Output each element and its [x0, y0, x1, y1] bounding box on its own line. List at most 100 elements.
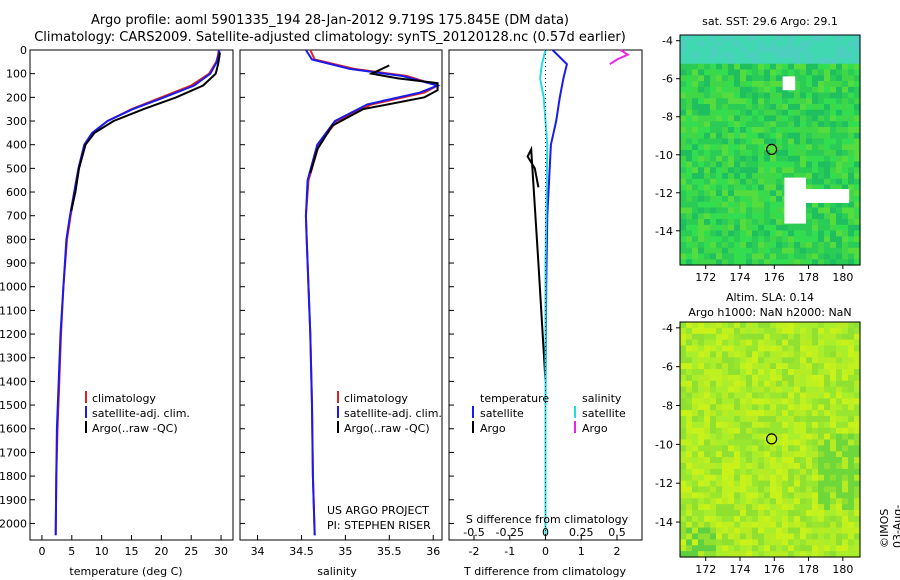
map-cell — [710, 439, 717, 446]
map-cell — [722, 115, 729, 122]
map-cell — [788, 98, 795, 105]
map-cell — [686, 369, 693, 376]
map-cell — [836, 52, 843, 59]
map-cell — [704, 445, 711, 452]
map-cell — [758, 196, 765, 203]
map-cell — [716, 369, 723, 376]
map-cell — [800, 433, 807, 441]
map-cell — [692, 480, 699, 488]
map-cell — [854, 259, 861, 266]
map-cell — [752, 322, 759, 329]
map-cell — [848, 386, 855, 394]
map-cell — [782, 236, 789, 243]
map-y-tick-label: -14 — [655, 516, 673, 529]
map-cell — [782, 421, 789, 429]
map-cell — [806, 184, 813, 191]
map-cell — [710, 219, 717, 226]
map-cell — [776, 98, 783, 105]
map-cell — [788, 150, 795, 157]
map-cell — [770, 155, 777, 163]
map-cell — [770, 230, 777, 237]
map-cell — [818, 463, 825, 470]
map-cell — [716, 75, 723, 82]
map-cell — [776, 121, 783, 128]
y-tick-label: 600 — [6, 186, 27, 199]
map-cell — [800, 150, 807, 157]
legend-satellite-adj: satellite-adj. clim. — [92, 407, 190, 420]
map-cell — [716, 132, 723, 140]
map-cell — [764, 468, 771, 476]
map-cell — [758, 333, 765, 341]
map-cell — [728, 363, 735, 370]
map-cell — [830, 374, 837, 382]
map-cell — [764, 242, 771, 249]
map-cell — [680, 150, 687, 157]
map-cell — [770, 474, 777, 482]
map-cell — [704, 247, 711, 255]
map-cell — [764, 253, 771, 260]
map-cell — [692, 492, 699, 499]
map-cell — [758, 533, 765, 540]
map-cell — [722, 404, 729, 411]
map-cell — [734, 219, 741, 226]
map-cell — [734, 363, 741, 370]
map-cell — [794, 504, 801, 511]
map-cell — [812, 242, 819, 249]
map-cell — [830, 259, 837, 266]
map-cell — [746, 63, 753, 71]
map-cell — [824, 457, 831, 464]
map-cell — [728, 386, 735, 394]
map-cell — [818, 363, 825, 370]
map-cell — [776, 259, 783, 266]
map-cell — [776, 421, 783, 429]
map-cell — [818, 242, 825, 249]
map-cell — [818, 219, 825, 226]
map-cell — [842, 468, 849, 476]
map-cell — [728, 259, 735, 266]
map-cell — [848, 457, 855, 464]
map-cell — [782, 115, 789, 122]
map-cell — [836, 155, 843, 163]
map-cell — [812, 504, 819, 511]
map-cell — [848, 155, 855, 163]
map-cell — [758, 167, 765, 174]
map-cell — [824, 451, 831, 458]
map-cell — [770, 527, 777, 535]
map-cell — [704, 115, 711, 122]
map-cell — [764, 510, 771, 517]
map-cell — [800, 498, 807, 505]
map-cell — [836, 201, 843, 209]
map-cell — [722, 167, 729, 174]
map-cell — [716, 404, 723, 411]
map-cell — [824, 109, 831, 117]
map-cell — [746, 463, 753, 470]
map-cell — [686, 498, 693, 505]
map-cell — [686, 201, 693, 209]
map-cell — [836, 213, 843, 220]
map-cell — [818, 404, 825, 411]
map-cell — [812, 127, 819, 134]
map-cell — [854, 486, 861, 493]
map-cell — [680, 492, 687, 499]
map-cell — [788, 351, 795, 358]
map-cell — [692, 515, 699, 523]
map-cell — [806, 52, 813, 59]
map-cell — [716, 433, 723, 441]
map-cell — [740, 492, 747, 499]
map-cell — [770, 551, 777, 558]
map-cell — [818, 510, 825, 517]
map-cell — [830, 345, 837, 352]
map-cell — [716, 178, 723, 186]
map-cell — [704, 369, 711, 376]
map-cell — [740, 486, 747, 493]
map-cell — [824, 439, 831, 446]
map-cell — [698, 161, 705, 168]
map-cell — [770, 457, 777, 464]
map-cell — [716, 230, 723, 237]
map-cell — [686, 439, 693, 446]
map-cell — [788, 521, 795, 529]
map-cell — [686, 35, 693, 42]
map-cell — [722, 173, 729, 180]
map-cell — [794, 398, 801, 405]
map-cell — [854, 327, 861, 335]
